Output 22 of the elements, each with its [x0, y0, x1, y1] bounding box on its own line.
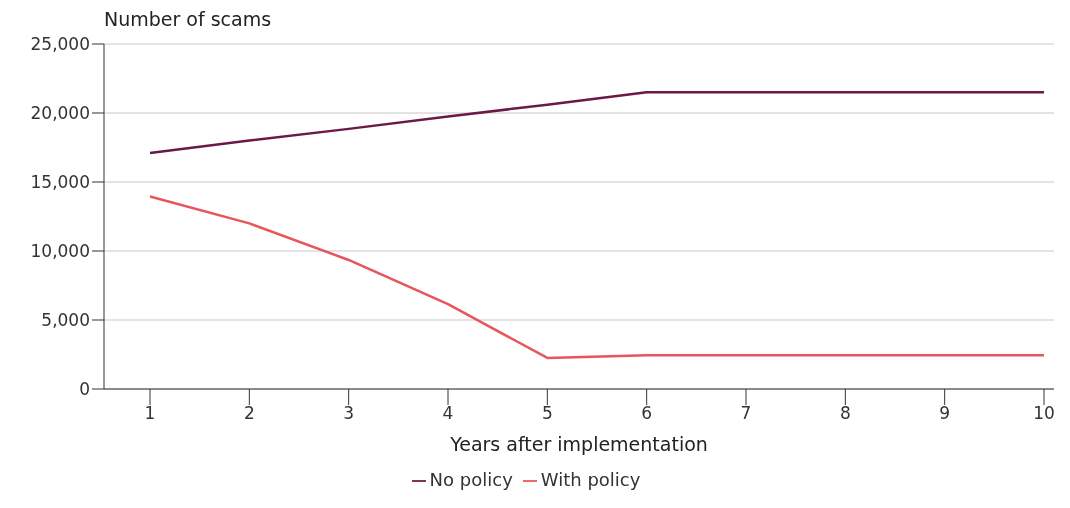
y-tick-label: 10,000: [30, 241, 90, 262]
x-tick-label: 2: [243, 403, 255, 424]
y-tick-label: 20,000: [30, 103, 90, 124]
x-tick-label: 4: [442, 403, 454, 424]
line-series: [148, 91, 1046, 155]
y-tick-label: 25,000: [30, 34, 90, 55]
y-tick-label: 5,000: [41, 310, 90, 331]
x-tick-label: 8: [839, 403, 851, 424]
y-tick-label: 0: [79, 379, 90, 400]
legend-label: With policy: [540, 469, 641, 490]
x-tick-label: 7: [740, 403, 752, 424]
y-tick-label: 15,000: [30, 172, 90, 193]
x-tick-label: 1: [144, 403, 156, 424]
x-tick-label: 9: [939, 403, 951, 424]
x-tick-label: 3: [343, 403, 355, 424]
y-axis-title: Number of scams: [104, 8, 272, 30]
x-axis-title: Years after implementation: [449, 433, 708, 455]
x-tick-label: 6: [641, 403, 653, 424]
legend-label: No policy: [429, 469, 513, 490]
x-tick-label: 10: [1033, 403, 1055, 424]
x-tick-label: 5: [541, 403, 553, 424]
line-series: [148, 195, 1046, 360]
